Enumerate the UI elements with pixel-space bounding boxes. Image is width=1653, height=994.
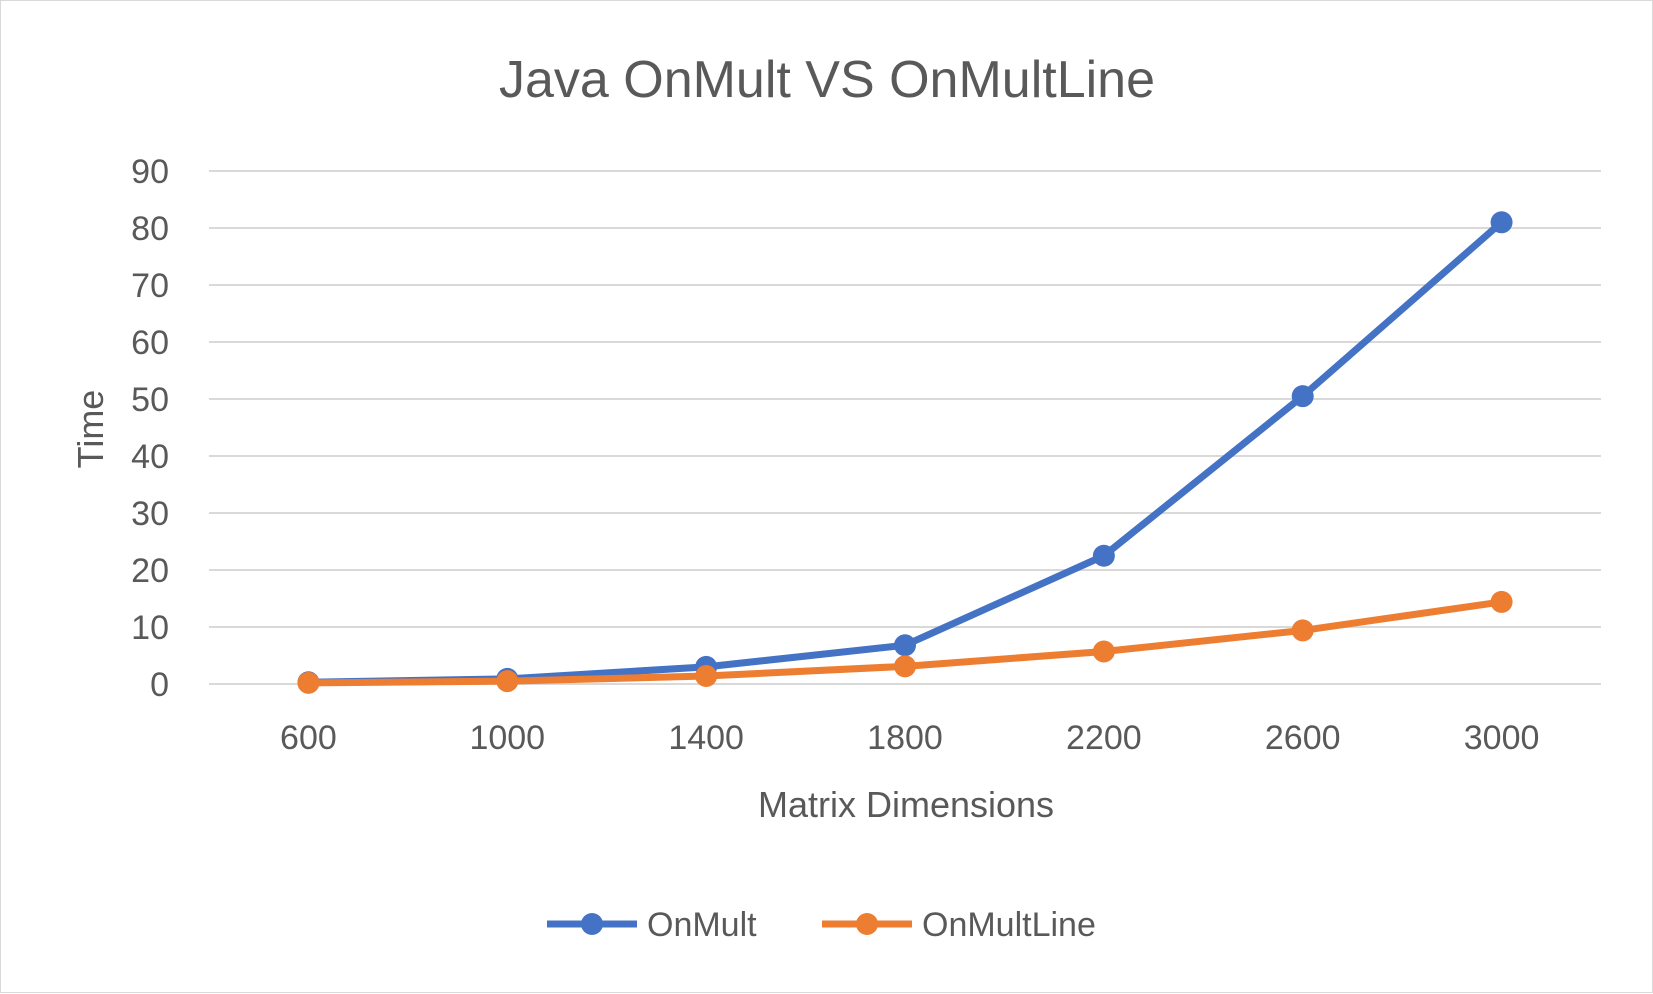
data-point (1490, 211, 1513, 234)
data-point (894, 634, 916, 657)
y-tick-label: 90 (131, 153, 169, 191)
data-point (695, 665, 718, 688)
y-axis-title: Time (70, 390, 111, 469)
data-point (1092, 544, 1115, 567)
legend-swatch-marker (856, 913, 878, 935)
y-tick-label: 60 (131, 324, 169, 362)
data-point (1291, 619, 1314, 642)
x-tick-label: 1800 (867, 719, 943, 757)
x-tick-label: 2200 (1066, 719, 1142, 757)
x-axis-ticks: 600 1000 1400 1800 2200 2600 3000 (280, 719, 1539, 757)
y-axis-ticks: 0 10 20 30 40 50 60 70 80 90 (131, 153, 169, 704)
x-tick-label: 1400 (668, 719, 744, 757)
y-tick-label: 70 (131, 267, 169, 305)
series-onmultline (297, 590, 1513, 694)
legend: OnMult OnMultLine (547, 906, 1096, 944)
data-point (1092, 640, 1115, 663)
data-point (1490, 590, 1513, 613)
legend-item-onmultline: OnMultLine (822, 906, 1096, 944)
series-onmult (297, 211, 1513, 694)
series-line (304, 218, 1506, 686)
legend-label: OnMultLine (922, 906, 1096, 944)
x-axis-title: Matrix Dimensions (758, 784, 1054, 825)
legend-label: OnMult (647, 906, 757, 944)
data-point (1291, 385, 1314, 408)
x-tick-label: 600 (280, 719, 337, 757)
gridlines (209, 170, 1601, 685)
chart-title: Java OnMult VS OnMultLine (499, 51, 1155, 109)
legend-swatch-marker (581, 913, 603, 935)
y-tick-label: 80 (131, 210, 169, 248)
data-point (297, 671, 320, 694)
x-tick-label: 1000 (469, 719, 545, 757)
y-tick-label: 0 (150, 666, 169, 704)
x-tick-label: 3000 (1464, 719, 1540, 757)
y-tick-label: 10 (131, 609, 169, 647)
y-tick-label: 30 (131, 495, 169, 533)
data-point (496, 670, 519, 693)
y-tick-label: 40 (131, 438, 169, 476)
data-point (894, 655, 916, 678)
y-tick-label: 20 (131, 552, 169, 590)
y-tick-label: 50 (131, 381, 169, 419)
legend-item-onmult: OnMult (547, 906, 757, 944)
x-tick-label: 2600 (1265, 719, 1341, 757)
series-layer (297, 211, 1513, 694)
